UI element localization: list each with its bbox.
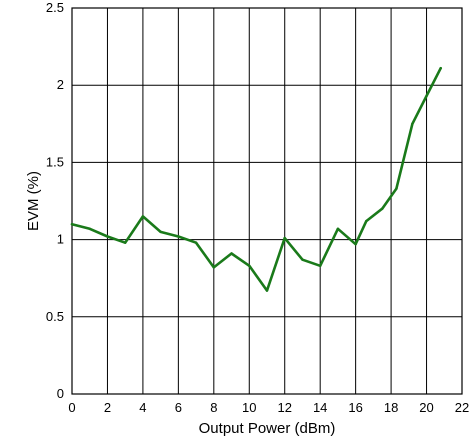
grid [71, 7, 463, 395]
data-point [141, 215, 145, 218]
data-point [88, 227, 91, 230]
data-point [381, 207, 384, 210]
data-point [123, 241, 127, 244]
x-tick-label: 20 [419, 400, 433, 415]
plot-border [71, 7, 463, 395]
data-point [177, 235, 180, 238]
series-layer [70, 66, 443, 292]
y-tick-label: 2 [57, 77, 64, 92]
series-line-0 [70, 66, 443, 292]
plot-frame [71, 7, 463, 395]
y-tick-labels: 0 0.5 1 1.5 2 2.5 [46, 0, 64, 401]
data-point [230, 252, 233, 255]
y-tick-label: 2.5 [46, 0, 64, 15]
x-tick-label: 16 [348, 400, 362, 415]
data-point [365, 219, 368, 223]
data-point [265, 289, 269, 292]
data-point [354, 243, 357, 246]
data-point [212, 266, 216, 269]
data-point [194, 241, 198, 244]
data-point [283, 236, 286, 240]
data-point [336, 227, 340, 230]
x-tick-label: 14 [313, 400, 327, 415]
x-tick-label: 6 [175, 400, 182, 415]
data-point [70, 222, 74, 226]
data-point [318, 264, 322, 268]
data-point [439, 67, 442, 70]
y-axis-label: EVM (%) [25, 171, 42, 231]
x-tick-label: 2 [104, 400, 111, 415]
data-point [248, 264, 251, 268]
y-tick-label: 1.5 [46, 154, 64, 169]
data-point [301, 258, 304, 261]
data-point [425, 94, 428, 98]
x-tick-label: 0 [68, 400, 75, 415]
x-tick-labels: 0 2 4 6 8 10 12 14 16 18 20 22 [68, 400, 469, 415]
x-tick-label: 22 [455, 400, 469, 415]
x-tick-label: 4 [139, 400, 146, 415]
data-point [395, 187, 398, 190]
y-tick-label: 0.5 [46, 309, 64, 324]
y-tick-label: 0 [57, 386, 64, 401]
data-point [106, 235, 109, 238]
x-axis-label: Output Power (dBm) [199, 420, 336, 437]
x-tick-label: 8 [210, 400, 217, 415]
x-tick-label: 10 [242, 400, 256, 415]
x-tick-label: 18 [384, 400, 398, 415]
y-tick-label: 1 [57, 232, 64, 247]
x-tick-label: 12 [277, 400, 291, 415]
data-point [159, 230, 162, 234]
data-point [411, 122, 414, 126]
